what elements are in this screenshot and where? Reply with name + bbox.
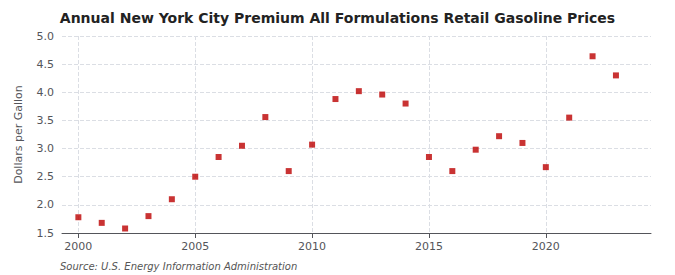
svg-text:4.0: 4.0: [37, 86, 55, 99]
svg-text:Dollars per Gallon: Dollars per Gallon: [12, 85, 25, 184]
svg-text:5.0: 5.0: [37, 30, 55, 43]
svg-text:2020: 2020: [532, 240, 560, 253]
svg-text:Source: U.S. Energy Informatio: Source: U.S. Energy Information Administ…: [60, 261, 297, 272]
svg-text:3.0: 3.0: [37, 142, 55, 155]
svg-text:2010: 2010: [298, 240, 326, 253]
svg-text:2015: 2015: [415, 240, 443, 253]
svg-text:Annual New York City Premium A: Annual New York City Premium All Formula…: [60, 10, 615, 26]
svg-text:3.5: 3.5: [37, 114, 55, 127]
svg-text:2000: 2000: [64, 240, 92, 253]
svg-text:2.5: 2.5: [37, 170, 55, 183]
svg-text:2.0: 2.0: [37, 198, 55, 211]
svg-text:1.5: 1.5: [37, 227, 55, 240]
svg-text:2005: 2005: [181, 240, 209, 253]
svg-text:4.5: 4.5: [37, 58, 55, 71]
